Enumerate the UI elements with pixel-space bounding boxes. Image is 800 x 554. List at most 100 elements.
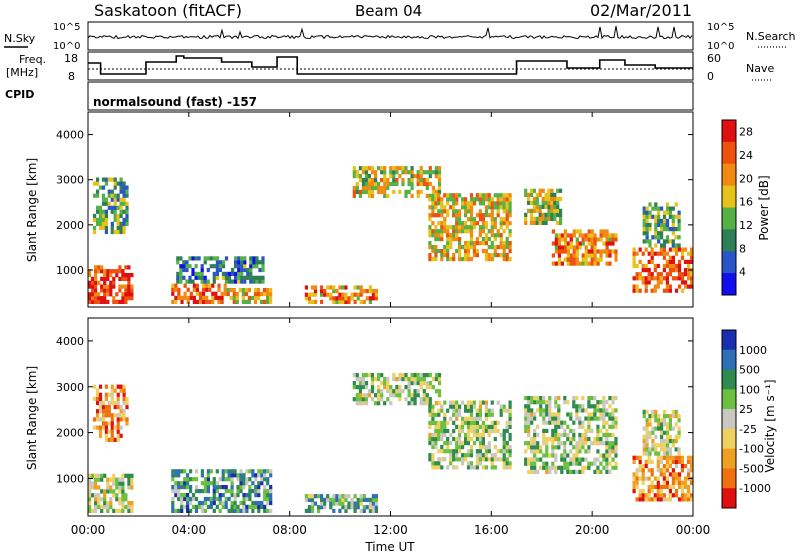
echo-cell <box>358 393 362 398</box>
echo-cell <box>198 291 203 296</box>
echo-cell <box>344 285 348 290</box>
echo-cell <box>437 201 441 206</box>
echo-cell <box>545 428 549 433</box>
echo-cell <box>575 237 579 242</box>
echo-cell <box>641 468 645 473</box>
echo-cell <box>329 285 333 290</box>
echo-cell <box>496 253 500 258</box>
echo-cell <box>383 385 387 390</box>
echo-cell <box>174 469 178 474</box>
echo-cell <box>389 166 393 171</box>
echo-cell <box>125 405 129 410</box>
echo-cell <box>587 461 591 466</box>
cpid-label: CPID <box>5 88 34 101</box>
echo-cell <box>645 439 649 444</box>
echo-cell <box>632 455 636 460</box>
echo-cell <box>611 396 615 401</box>
x-tick-label: 08:00 <box>272 523 307 537</box>
echo-cell <box>656 272 660 277</box>
echo-cell <box>234 279 238 284</box>
echo-cell <box>191 256 195 261</box>
echo-cell <box>130 473 134 478</box>
echo-cell <box>88 273 92 278</box>
echo-cell <box>118 501 122 506</box>
echo-cell <box>310 494 315 499</box>
echo-cell <box>690 480 694 485</box>
echo-cell <box>380 166 384 171</box>
echo-cell <box>407 401 411 406</box>
echo-cell <box>215 481 219 486</box>
echo-cell <box>671 484 675 489</box>
echo-cell <box>654 426 658 431</box>
echo-cell <box>569 412 573 417</box>
echo-cell <box>496 233 500 238</box>
echo-cell <box>367 174 372 179</box>
echo-cell <box>653 497 657 502</box>
echo-cell <box>614 396 618 401</box>
echo-cell <box>648 447 652 452</box>
echo-cell <box>252 264 256 269</box>
echo-cell <box>263 493 267 498</box>
echo-cell <box>320 494 324 499</box>
echo-cell <box>104 405 108 410</box>
echo-cell <box>212 275 216 280</box>
echo-cell <box>115 493 119 498</box>
echo-cell <box>122 229 126 235</box>
echo-cell <box>536 469 540 474</box>
echo-cell <box>541 216 545 221</box>
echo-cell <box>383 189 387 194</box>
echo-cell <box>665 443 670 448</box>
echo-cell <box>374 185 378 191</box>
echo-cell <box>493 201 497 206</box>
echo-cell <box>431 193 435 198</box>
echo-cell <box>230 500 234 506</box>
echo-cell <box>587 261 591 266</box>
echo-cell <box>434 213 438 218</box>
echo-cell <box>455 400 459 405</box>
echo-cell <box>602 396 606 401</box>
echo-cell <box>183 485 187 490</box>
echo-cell <box>249 271 253 276</box>
echo-cell <box>434 461 438 466</box>
echo-cell <box>635 497 639 502</box>
echo-cell <box>490 257 494 262</box>
echo-cell <box>434 229 438 234</box>
echo-cell <box>180 481 184 486</box>
echo-cell <box>370 193 375 198</box>
echo-cell <box>96 189 100 194</box>
echo-cell <box>662 443 667 448</box>
echo-cell <box>434 233 438 238</box>
echo-cell <box>638 247 642 252</box>
echo-cell <box>94 292 98 297</box>
colorbar-swatch <box>722 229 736 252</box>
echo-cell <box>256 295 261 301</box>
echo-cell <box>407 377 411 382</box>
echo-cell <box>599 257 603 262</box>
echo-cell <box>88 477 92 482</box>
echo-cell <box>395 393 399 398</box>
echo-cell <box>88 504 92 510</box>
echo-cell <box>650 480 654 485</box>
echo-cell <box>493 193 497 198</box>
echo-cell <box>96 425 100 430</box>
echo-cell <box>505 221 509 226</box>
echo-cell <box>94 493 98 498</box>
echo-cell <box>440 253 444 258</box>
echo-cell <box>232 288 236 293</box>
echo-cell <box>668 497 672 502</box>
echo-cell <box>535 200 539 205</box>
echo-cell <box>541 204 545 209</box>
echo-cell <box>440 404 444 409</box>
echo-cell <box>590 396 594 401</box>
echo-cell <box>602 432 606 438</box>
echo-cell <box>119 405 123 410</box>
echo-cell <box>559 208 563 213</box>
echo-cell <box>383 381 387 386</box>
echo-cell <box>635 276 639 281</box>
echo-cell <box>180 469 184 474</box>
echo-cell <box>383 174 387 179</box>
echo-cell <box>431 420 435 425</box>
echo-cell <box>113 205 117 210</box>
echo-cell <box>464 416 468 421</box>
echo-cell <box>364 373 369 378</box>
